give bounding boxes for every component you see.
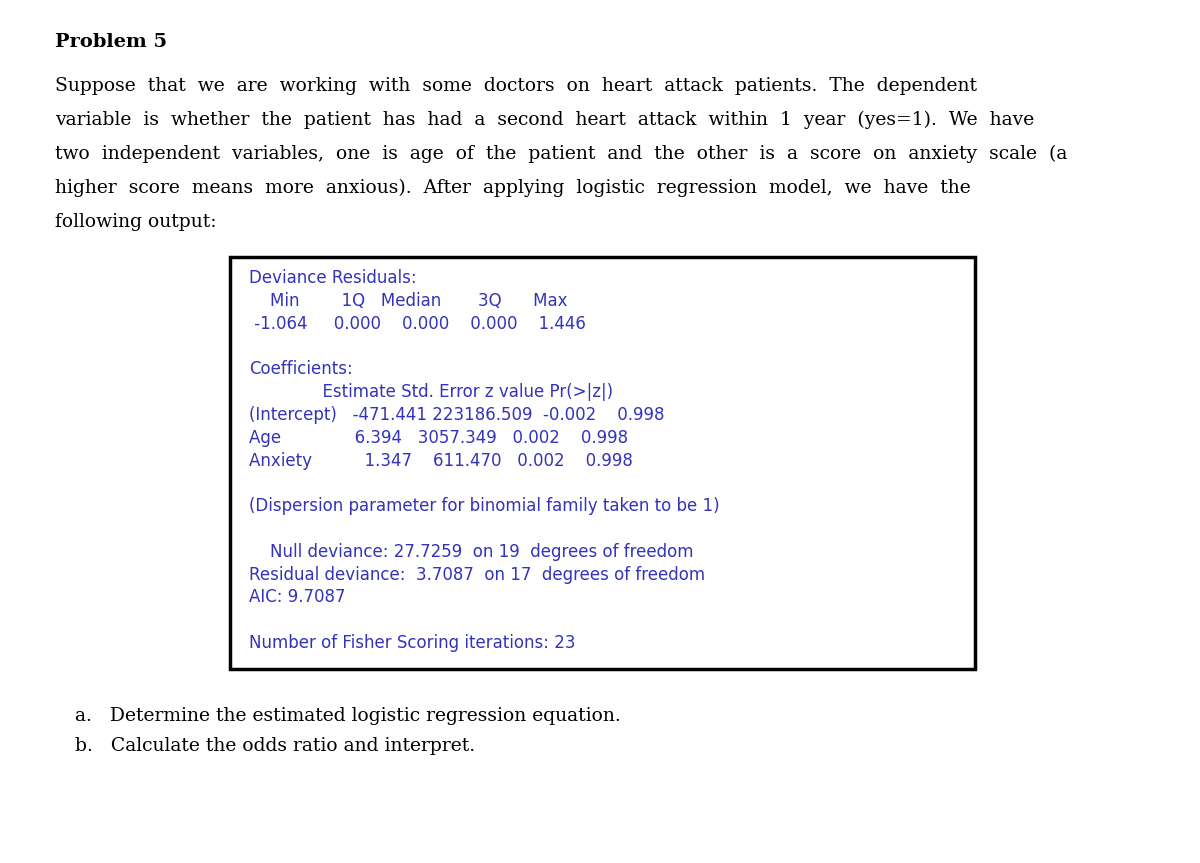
Text: Min        1Q   Median       3Q      Max: Min 1Q Median 3Q Max (248, 293, 568, 310)
Text: (Dispersion parameter for binomial family taken to be 1): (Dispersion parameter for binomial famil… (248, 497, 719, 515)
Text: a.   Determine the estimated logistic regression equation.: a. Determine the estimated logistic regr… (74, 707, 620, 725)
Text: AIC: 9.7087: AIC: 9.7087 (248, 589, 346, 607)
Text: Deviance Residuals:: Deviance Residuals: (248, 269, 416, 287)
Text: Coefficients:: Coefficients: (248, 361, 353, 379)
Text: two  independent  variables,  one  is  age  of  the  patient  and  the  other  i: two independent variables, one is age of… (55, 145, 1067, 163)
Text: variable  is  whether  the  patient  has  had  a  second  heart  attack  within : variable is whether the patient has had … (55, 111, 1034, 129)
Text: Estimate Std. Error z value Pr(>|z|): Estimate Std. Error z value Pr(>|z|) (248, 383, 613, 401)
Text: higher  score  means  more  anxious).  After  applying  logistic  regression  mo: higher score means more anxious). After … (55, 179, 971, 198)
Text: Null deviance: 27.7259  on 19  degrees of freedom: Null deviance: 27.7259 on 19 degrees of … (248, 543, 694, 561)
Text: Anxiety          1.347    611.470   0.002    0.998: Anxiety 1.347 611.470 0.002 0.998 (248, 451, 632, 469)
Text: following output:: following output: (55, 213, 216, 231)
Text: -1.064     0.000    0.000    0.000    1.446: -1.064 0.000 0.000 0.000 1.446 (248, 315, 586, 333)
Text: Residual deviance:  3.7087  on 17  degrees of freedom: Residual deviance: 3.7087 on 17 degrees … (248, 565, 704, 583)
Text: (Intercept)   -471.441 223186.509  -0.002    0.998: (Intercept) -471.441 223186.509 -0.002 0… (248, 406, 664, 424)
Text: b.   Calculate the odds ratio and interpret.: b. Calculate the odds ratio and interpre… (74, 737, 475, 755)
Text: Number of Fisher Scoring iterations: 23: Number of Fisher Scoring iterations: 23 (248, 633, 575, 652)
Text: Age              6.394   3057.349   0.002    0.998: Age 6.394 3057.349 0.002 0.998 (248, 429, 628, 447)
Text: Suppose  that  we  are  working  with  some  doctors  on  heart  attack  patient: Suppose that we are working with some do… (55, 77, 977, 95)
Text: Problem 5: Problem 5 (55, 33, 167, 51)
